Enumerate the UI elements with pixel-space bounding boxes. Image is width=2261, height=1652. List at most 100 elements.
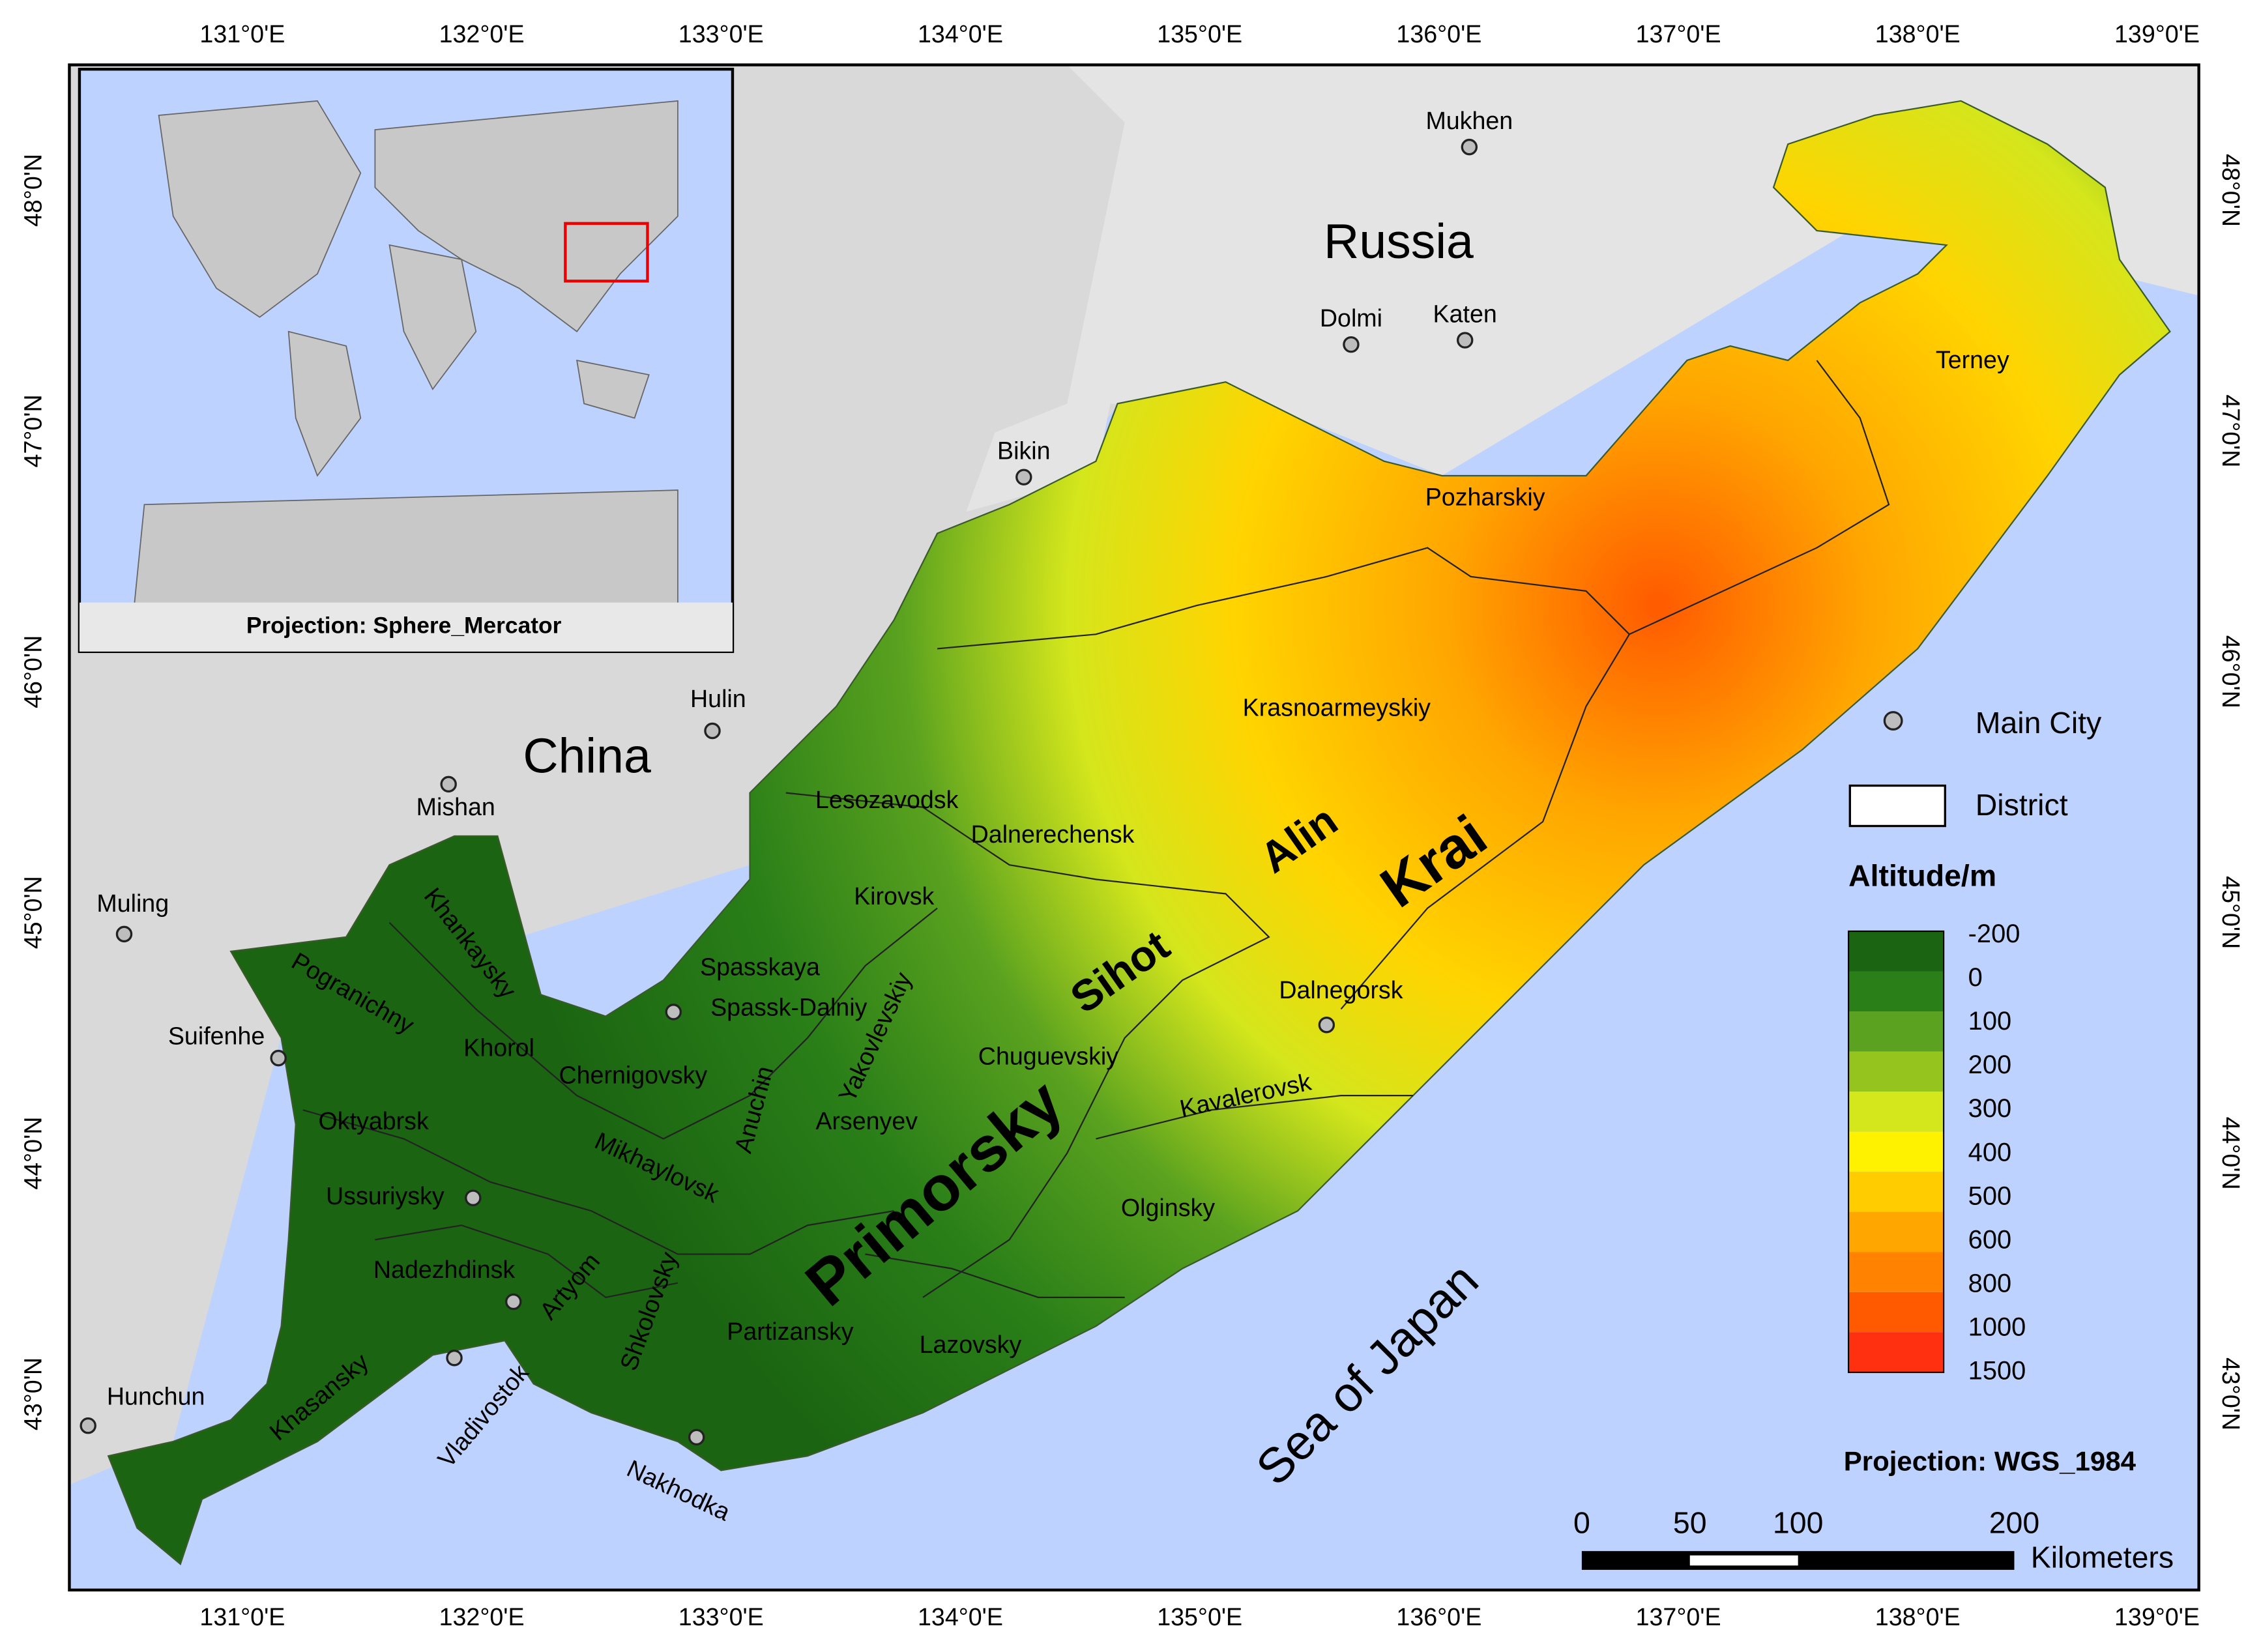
district-label: Kirovsk [854, 882, 934, 910]
city-label: Mishan [416, 793, 495, 820]
city-label: Muling [96, 890, 169, 917]
latitude-label: 47°0'N [19, 394, 46, 467]
district-line [302, 1109, 894, 1255]
altitude-swatch [1848, 931, 1944, 972]
district-label: Oktyabrsk [319, 1107, 429, 1135]
altitude-swatch [1848, 1051, 1944, 1092]
altitude-swatch [1848, 1011, 1944, 1052]
scale-tick-label: 50 [1673, 1506, 1707, 1540]
city-dot [465, 1189, 482, 1206]
city-legend-symbol [1883, 711, 1903, 731]
altitude-label: 0 [1968, 963, 1983, 992]
latitude-label: 47°0'N [2217, 394, 2245, 467]
district-legend-swatch [1848, 784, 1946, 828]
inset-label-band [79, 602, 733, 652]
city-dot [115, 925, 133, 943]
district-label: Chernigovsky [559, 1061, 707, 1088]
scale-tick-label: 200 [1989, 1506, 2039, 1540]
altitude-swatch [1848, 1092, 1944, 1132]
longitude-label: 137°0'E [1636, 20, 1721, 48]
district-label: Khorol [463, 1034, 534, 1061]
district-boundaries [302, 360, 1890, 1299]
longitude-label: 135°0'E [1157, 20, 1242, 48]
latitude-label: 46°0'N [2217, 635, 2245, 708]
city-dot [270, 1049, 287, 1067]
district-label: Krasnoarmeyskiy [1243, 693, 1431, 721]
longitude-label: 134°0'E [918, 20, 1003, 48]
district-label: Partizansky [727, 1318, 854, 1345]
primorsky-relief [107, 100, 2171, 1565]
longitude-label: 139°0'E [2114, 20, 2200, 48]
city-dot [80, 1417, 96, 1434]
altitude-swatch [1848, 1172, 1944, 1212]
longitude-label: 136°0'E [1396, 1603, 1481, 1630]
longitude-label: 134°0'E [918, 1603, 1003, 1630]
city-dot [505, 1293, 522, 1311]
longitude-label: 131°0'E [199, 20, 285, 48]
altitude-label: 100 [1968, 1007, 2011, 1036]
altitude-label: 1500 [1968, 1356, 2026, 1385]
scale-tick-label: 100 [1773, 1506, 1823, 1540]
latitude-label: 43°0'N [2217, 1357, 2245, 1430]
altitude-swatch [1848, 1292, 1944, 1333]
longitude-label: 139°0'E [2114, 1603, 2200, 1630]
city-dot [704, 722, 721, 740]
inset-highlight [564, 222, 649, 283]
scale-bar [1581, 1551, 2015, 1570]
city-dot [1343, 336, 1360, 353]
longitude-label: 131°0'E [199, 1603, 285, 1630]
city-dot [1015, 469, 1032, 485]
legend-label: District [1976, 788, 2068, 822]
legend-label: Main City [1976, 706, 2102, 740]
city-label: Hulin [690, 685, 746, 712]
map-frame [68, 63, 2200, 1592]
city-label: Mukhen [1425, 107, 1513, 134]
city-label: Suifenhe [168, 1022, 265, 1050]
longitude-label: 136°0'E [1396, 20, 1481, 48]
city-dot [446, 1350, 463, 1367]
district-line [937, 547, 1630, 650]
scale-tick-label: 0 [1573, 1506, 1590, 1540]
altitude-label: 600 [1968, 1225, 2011, 1254]
legend-title: Altitude/m [1848, 858, 1996, 892]
longitude-label: 132°0'E [439, 1603, 525, 1630]
longitude-label: 133°0'E [678, 1603, 764, 1630]
latitude-label: 43°0'N [19, 1357, 46, 1430]
latitude-label: 46°0'N [19, 635, 46, 708]
latitude-label: 44°0'N [19, 1117, 46, 1190]
projection-label: Projection: WGS_1984 [1844, 1445, 2137, 1476]
country-label: China [523, 729, 651, 783]
district-label: Spasskaya [700, 953, 820, 980]
district-label: Dalnerechensk [971, 820, 1135, 848]
inset-land [129, 100, 678, 650]
altitude-swatch [1848, 1332, 1944, 1372]
altitude-label: 500 [1968, 1181, 2011, 1210]
city-dot [1461, 138, 1478, 156]
altitude-swatch [1848, 1131, 1944, 1172]
longitude-label: 135°0'E [1157, 1603, 1242, 1630]
city-label: Hunchun [107, 1383, 205, 1410]
longitude-label: 137°0'E [1636, 1603, 1721, 1630]
city-dot [665, 1004, 682, 1021]
district-line [785, 792, 1270, 1298]
district-label: Pozharskiy [1425, 483, 1545, 510]
longitude-label: 132°0'E [439, 20, 525, 48]
altitude-label: 400 [1968, 1138, 2011, 1167]
altitude-swatch [1848, 971, 1944, 1012]
latitude-label: 48°0'N [19, 154, 46, 227]
altitude-label: 300 [1968, 1094, 2011, 1123]
latitude-label: 45°0'N [19, 876, 46, 949]
scale-bar-segment [1689, 1555, 1798, 1566]
scale-unit: Kilometers [2031, 1541, 2174, 1574]
district-line [1096, 1095, 1414, 1140]
inset-projection: Projection: Sphere_Mercator [246, 613, 562, 639]
city-label: Dolmi [1320, 304, 1382, 332]
district-line [375, 1225, 678, 1299]
city-dot [688, 1428, 705, 1446]
district-label: Lesozavodsk [815, 786, 959, 813]
district-line [865, 1253, 1125, 1298]
city-label: Ussuriysky [326, 1182, 445, 1210]
country-label: Russia [1324, 214, 1474, 268]
